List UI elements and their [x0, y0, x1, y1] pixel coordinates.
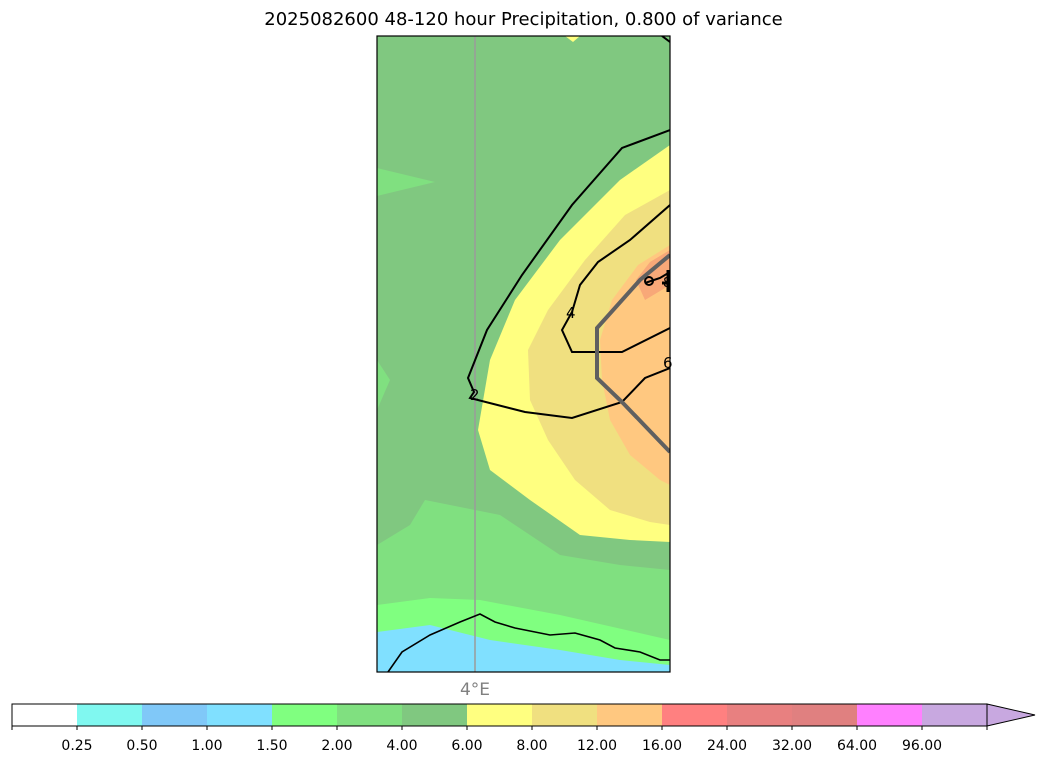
contour-label-2: 2	[470, 386, 480, 404]
contour-label-8: 8	[663, 276, 671, 291]
contour-line-4	[560, 204, 670, 353]
colorbar-bin	[727, 704, 792, 726]
colorbar-bin	[792, 704, 857, 726]
colorbar-bin	[532, 704, 597, 726]
chart-title: 2025082600 48-120 hour Precipitation, 0.…	[264, 9, 783, 30]
colorbar-extend-arrow	[986, 703, 1036, 727]
colorbar-bin	[272, 704, 337, 726]
coastline	[387, 613, 670, 672]
colorbar-tick-label: 6.00	[451, 738, 483, 754]
colorbar-bin	[402, 704, 467, 726]
colorbar-tick-label: 4.00	[386, 738, 418, 754]
colorbar-bin	[857, 704, 922, 726]
colorbar-bin	[142, 704, 207, 726]
colorbar-tick-label: 1.00	[191, 738, 223, 754]
colorbar-tick-label: 64.00	[836, 738, 878, 754]
region-top-fleck	[565, 36, 580, 42]
region-cyan	[377, 625, 670, 672]
contour-line-8	[644, 276, 654, 286]
colorbar-tick-label: 2.00	[321, 738, 353, 754]
colorbar-tick-label: 96.00	[901, 738, 943, 754]
colorbar-tick-label: 8.00	[516, 738, 548, 754]
colorbar-tick-label: 16.00	[641, 738, 683, 754]
colorbar-tick-label: 32.00	[771, 738, 813, 754]
contour-fragment-top	[661, 36, 670, 43]
colorbar-bin	[337, 704, 402, 726]
longitude-label: 4°E	[459, 680, 491, 700]
colorbar-bin	[597, 704, 662, 726]
region-left-lobe-2	[377, 360, 390, 410]
colorbar-tick-label: 12.00	[576, 738, 618, 754]
colorbar-bin	[207, 704, 272, 726]
contour-fragment	[662, 270, 670, 292]
colorbar-bin	[12, 704, 77, 726]
colorbar-tick-label: 0.50	[126, 738, 158, 754]
map-frame	[376, 35, 671, 673]
country-border	[595, 253, 670, 454]
colorbar-bin	[77, 704, 142, 726]
region-left-lobe	[377, 168, 435, 196]
colorbar-tick-label: 1.50	[256, 738, 288, 754]
colorbar-bin	[467, 704, 532, 726]
colorbar-frame	[11, 703, 988, 727]
contour-label-4: 4	[566, 304, 576, 322]
contour-label-6: 6	[663, 354, 673, 372]
colorbar-bin	[662, 704, 727, 726]
colorbar-tick-label: 0.25	[61, 738, 93, 754]
colorbar-bin	[922, 704, 987, 726]
colorbar-tick-label: 24.00	[706, 738, 748, 754]
